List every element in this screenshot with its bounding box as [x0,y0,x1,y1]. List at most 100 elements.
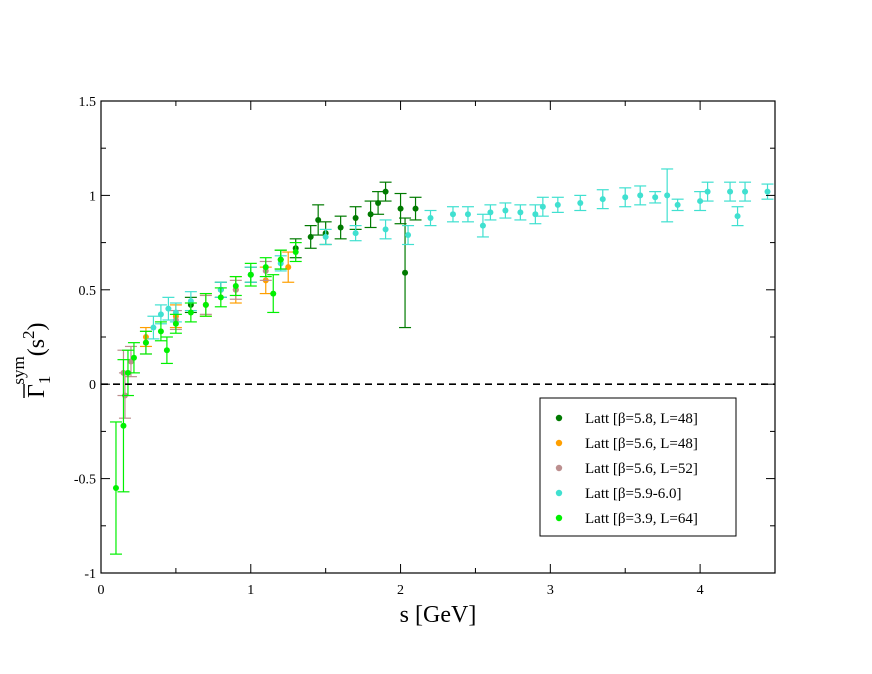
point-marker [502,207,509,214]
data-point [619,187,632,208]
data-point [109,421,122,555]
data-point [372,191,385,215]
data-point [312,204,325,236]
point-marker [405,232,412,239]
point-marker [112,485,119,492]
point-marker [554,201,561,208]
data-point [661,168,674,223]
legend-label: Latt [β=3.9, L=64] [585,511,698,527]
data-point [267,274,280,314]
legend-label: Latt [β=5.8, L=48] [585,411,698,427]
point-marker [367,211,374,218]
data-point [160,336,173,365]
point-marker [539,203,546,210]
point-marker [150,324,157,331]
point-marker [449,211,456,218]
point-marker [382,226,389,233]
legend-marker [555,414,563,422]
point-marker [704,188,711,195]
legend-marker [555,489,563,497]
data-point [484,204,497,221]
data-point [319,228,332,246]
point-marker [247,271,254,278]
x-tick-label: 3 [547,583,554,598]
data-point [529,204,542,225]
data-point [574,194,587,212]
data-point [409,196,422,221]
point-marker [577,199,584,206]
point-marker [292,249,299,256]
y-axis-title-text: Γ1 sym(s2) [9,322,54,398]
series-4 [147,168,774,340]
data-point [229,275,242,297]
data-point [147,315,160,340]
point-marker [157,328,164,335]
y-title-main: Γ [24,384,50,398]
point-marker [397,205,404,212]
y-title-arg-close: ) [24,322,50,330]
data-point [739,181,752,202]
data-point [304,225,317,249]
data-point [184,302,197,323]
data-point [724,181,737,202]
data-point [139,330,152,355]
y-tick-label: -1 [84,567,96,582]
y-title-sub: 1 [35,376,54,385]
data-point [289,242,302,263]
data-point [499,202,512,219]
point-marker [742,188,749,195]
point-marker [664,192,671,199]
data-point [761,183,774,200]
data-point [127,342,140,374]
data-point [199,292,212,317]
point-marker [187,309,194,316]
y-axis-title: Γ1 sym(s2) [9,322,54,398]
legend-label: Latt [β=5.9-6.0] [585,486,681,502]
legend-marker [555,514,563,522]
data-point [349,225,362,242]
legend: Latt [β=5.8, L=48] Latt [β=5.6, L=48] Latt… [539,397,737,537]
y-title-sup: sym [9,356,28,384]
data-point [282,251,295,283]
point-marker [427,215,434,222]
point-marker [652,194,659,201]
y-tick-label: 1.5 [79,95,97,110]
y-tick-label: 0.5 [79,284,97,299]
y-tick-label: -0.5 [74,473,96,488]
y-title-arg-sup: 2 [19,330,38,339]
point-marker [402,269,409,276]
data-point [244,262,257,287]
data-point [551,196,564,213]
data-point [402,225,415,246]
x-tick-label: 2 [397,583,404,598]
point-marker [130,354,137,361]
point-marker [165,305,172,312]
point-marker [172,320,179,327]
point-marker [464,211,471,218]
data-point [649,191,662,204]
point-marker [120,422,127,429]
point-marker [217,294,224,301]
data-point [514,204,527,221]
legend-marker [555,464,563,472]
point-marker [637,192,644,199]
point-marker [517,209,524,216]
data-point [399,217,412,329]
point-marker [479,222,486,229]
point-marker [412,205,419,212]
point-marker [163,347,170,354]
data-point [154,321,167,342]
point-marker [270,290,277,297]
point-marker [487,209,494,216]
y-axis: -1 -0.5 0 0.5 1 1.5 [74,95,775,582]
data-point [424,209,437,227]
point-marker [764,188,771,195]
x-tick-label: 4 [697,583,704,598]
point-marker [232,283,239,290]
data-point [162,296,175,321]
point-marker [337,224,344,231]
series-5 [109,242,302,555]
data-point [259,257,272,278]
point-marker [674,201,681,208]
point-marker [202,301,209,308]
